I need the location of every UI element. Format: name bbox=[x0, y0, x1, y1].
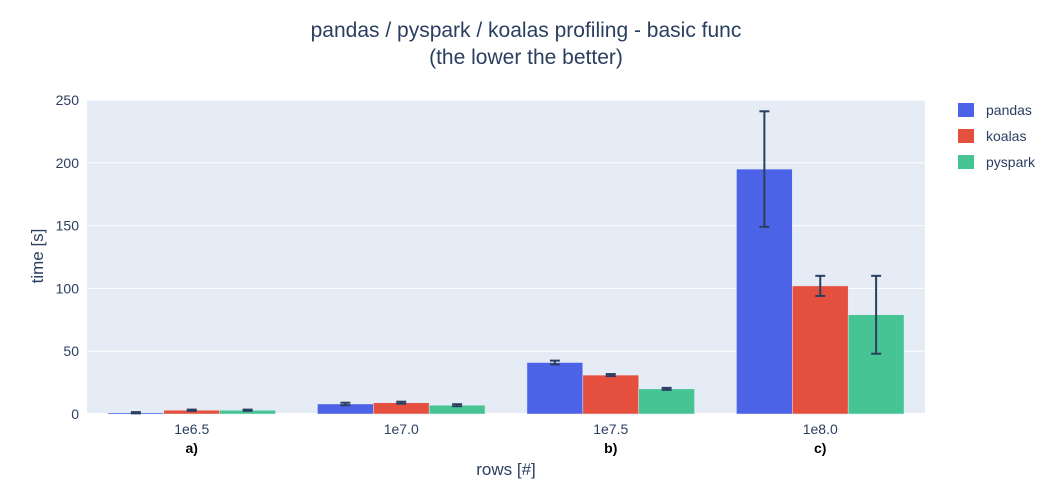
y-tick-label: 50 bbox=[63, 343, 79, 359]
annotation-label: c) bbox=[814, 440, 826, 456]
error-bar-koalas bbox=[396, 400, 407, 405]
x-tick-label: 1e8.0 bbox=[803, 421, 838, 437]
error-bar-pyspark bbox=[871, 274, 882, 355]
error-bar-pyspark bbox=[452, 403, 463, 408]
x-tick-label: 1e7.0 bbox=[384, 421, 419, 437]
annotation-label: a) bbox=[186, 440, 198, 456]
legend-label: pandas bbox=[986, 102, 1032, 118]
chart-subtitle: (the lower the better) bbox=[429, 46, 623, 69]
legend-item-koalas[interactable]: koalas bbox=[958, 128, 1026, 144]
legend-label: pyspark bbox=[986, 154, 1036, 170]
y-axis-ticks: 0 50 100 150 200 250 bbox=[56, 92, 80, 422]
bar-koalas bbox=[582, 374, 639, 415]
legend-label: koalas bbox=[986, 128, 1026, 144]
bar-pandas bbox=[526, 362, 584, 415]
x-axis-ticks: 1e6.5 1e7.0 1e7.5 1e8.0 bbox=[174, 421, 838, 437]
error-bar-pyspark bbox=[661, 386, 672, 391]
chart-title: pandas / pyspark / koalas profiling - ba… bbox=[311, 19, 742, 42]
annotations-layer: a) b) c) bbox=[186, 440, 827, 456]
legend: pandas koalas pyspark bbox=[958, 102, 1036, 170]
x-tick-label: 1e7.5 bbox=[593, 421, 628, 437]
error-bar-pandas bbox=[549, 359, 560, 366]
legend-swatch bbox=[958, 129, 974, 143]
y-tick-label: 200 bbox=[56, 155, 80, 171]
error-bar-koalas bbox=[186, 408, 197, 412]
error-bars-layer bbox=[130, 110, 882, 415]
annotation-label: b) bbox=[604, 440, 617, 456]
y-tick-label: 100 bbox=[56, 280, 80, 296]
x-tick-label: 1e6.5 bbox=[174, 421, 209, 437]
error-bar-koalas bbox=[815, 274, 826, 297]
error-bar-koalas bbox=[605, 373, 616, 378]
x-axis-title: rows [#] bbox=[476, 460, 536, 479]
error-bar-pandas bbox=[340, 401, 351, 407]
y-tick-label: 250 bbox=[56, 92, 80, 108]
y-axis-title: time [s] bbox=[28, 229, 47, 284]
bar-pyspark bbox=[638, 388, 695, 415]
y-tick-label: 150 bbox=[56, 218, 80, 234]
legend-item-pyspark[interactable]: pyspark bbox=[958, 154, 1036, 170]
legend-swatch bbox=[958, 155, 974, 169]
error-bar-pandas bbox=[130, 411, 141, 415]
legend-item-pandas[interactable]: pandas bbox=[958, 102, 1032, 118]
error-bar-pyspark bbox=[242, 408, 253, 412]
legend-swatch bbox=[958, 103, 974, 117]
y-tick-label: 0 bbox=[71, 406, 79, 422]
error-bar-pandas bbox=[759, 110, 770, 228]
bar-koalas bbox=[792, 285, 849, 415]
